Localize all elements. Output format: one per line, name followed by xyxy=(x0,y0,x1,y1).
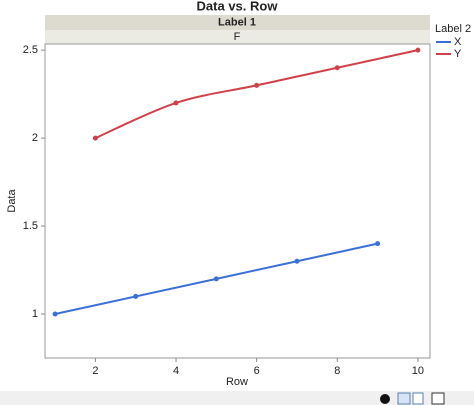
y-axis-label: Data xyxy=(6,189,18,213)
point xyxy=(173,100,179,106)
point xyxy=(213,276,219,282)
panel-label: F xyxy=(234,31,241,43)
chart-title: Data vs. Row xyxy=(197,0,279,13)
toolbar-bg xyxy=(0,391,474,405)
y-tick-label: 1 xyxy=(32,308,38,320)
point xyxy=(294,258,300,264)
x-tick-label: 8 xyxy=(334,365,340,377)
point xyxy=(334,65,340,71)
point xyxy=(415,47,421,53)
series-line xyxy=(94,49,419,140)
point xyxy=(52,311,58,317)
info-icon[interactable] xyxy=(380,394,390,404)
point xyxy=(254,82,260,88)
panel-title-band xyxy=(45,15,430,30)
x-tick-label: 10 xyxy=(412,365,424,377)
y-tick-label: 2.5 xyxy=(23,44,38,56)
panel-label-band xyxy=(45,30,430,44)
select-icon[interactable] xyxy=(412,392,424,405)
y-tick-label: 2 xyxy=(32,132,38,144)
plot-frame xyxy=(44,43,431,359)
x-tick-label: 2 xyxy=(92,365,98,377)
legend-title: Label 2 xyxy=(435,23,471,35)
point xyxy=(133,293,139,299)
toolbar xyxy=(0,391,474,405)
legend-label: X xyxy=(454,36,462,48)
x-tick-label: 6 xyxy=(254,365,260,377)
y-tick-label: 1.5 xyxy=(23,220,38,232)
box-icon[interactable] xyxy=(431,392,445,405)
point xyxy=(375,241,381,247)
panel-title: Label 1 xyxy=(218,16,256,28)
x-axis-label: Row xyxy=(226,376,248,388)
legend-label: Y xyxy=(454,48,462,60)
x-tick-label: 4 xyxy=(173,365,179,377)
home-icon[interactable] xyxy=(397,392,411,405)
point xyxy=(92,135,98,141)
